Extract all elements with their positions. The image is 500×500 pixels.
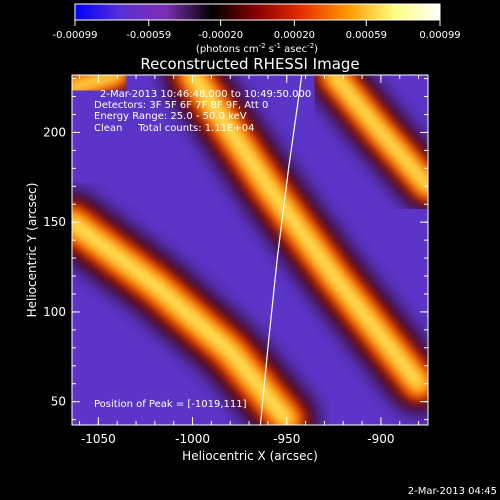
heatmap-bright-band: [72, 193, 316, 425]
colorbar-ticks: -0.00099 -0.00059 -0.00020 0.00020 0.00059 0.…: [53, 20, 461, 41]
colorbar-tick-label: -0.00099: [53, 30, 98, 41]
plot-frame: [71, 74, 429, 426]
solar-limb-line: [259, 75, 303, 425]
y-axis: 50 100 150 200: [43, 78, 428, 421]
colorbar-tick-label: 0.00020: [274, 30, 315, 41]
x-tick-label: -950: [273, 432, 300, 446]
x-tick-label: -900: [367, 432, 394, 446]
x-axis-label: Heliocentric X (arcsec): [182, 449, 318, 463]
x-tick-label: -1050: [81, 432, 116, 446]
colorbar-unit-label: (photons cm-2 s-1 asec-2): [196, 42, 318, 55]
info-time-range: 2-Mar-2013 10:46:48.000 to 10:49:50.000: [100, 89, 311, 100]
info-block: 2-Mar-2013 10:46:48.000 to 10:49:50.000 …: [94, 89, 311, 134]
colorbar-tick-label: -0.00020: [198, 30, 243, 41]
heatmap-bright-band: [72, 75, 138, 108]
chart-title: Reconstructed RHESSI Image: [140, 55, 359, 73]
heatmap-bright-band: [309, 75, 428, 211]
info-energy-range: Energy Range: 25.0 - 50.0 keV: [94, 111, 247, 122]
y-axis-label: Heliocentric Y (arcsec): [25, 183, 39, 318]
heatmap-band-layer: [72, 216, 293, 425]
info-detectors: Detectors: 3F 5F 6F 7F 8F 9F, Att 0: [94, 100, 268, 111]
heatmap-band-layer: [72, 75, 122, 92]
heatmap-area: [72, 75, 428, 425]
y-tick-label: 200: [43, 125, 66, 139]
info-clean-counts: Clean Total counts: 1.11E+04: [94, 123, 254, 134]
x-tick-label: -1000: [175, 432, 210, 446]
footer-timestamp: 2-Mar-2013 04:45: [408, 486, 497, 497]
colorbar-tick-label: 0.00099: [419, 30, 460, 41]
heatmap-band-layer: [328, 75, 428, 192]
colorbar-tick-label: 0.00059: [346, 30, 387, 41]
colorbar: -0.00099 -0.00059 -0.00020 0.00020 0.00059 0.…: [53, 3, 461, 55]
peak-position-label: Position of Peak = [-1019,111]: [94, 399, 247, 410]
y-tick-label: 50: [51, 395, 66, 409]
heatmap-band-layer: [186, 75, 425, 390]
heatmap-bright-band: [165, 75, 428, 412]
colorbar-tick-label: -0.00059: [126, 30, 171, 41]
colorbar-strip: [74, 3, 441, 21]
x-axis: -1050 -1000 -950 -900: [79, 75, 420, 446]
y-tick-label: 150: [43, 215, 66, 229]
y-tick-label: 100: [43, 305, 66, 319]
